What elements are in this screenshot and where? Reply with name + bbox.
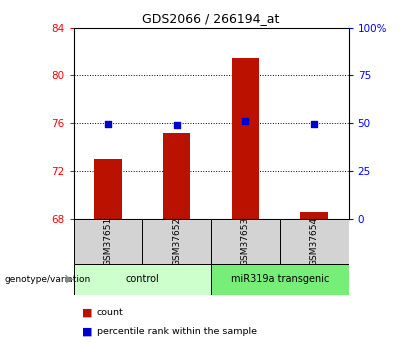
Bar xyxy=(211,219,280,264)
Point xyxy=(242,119,249,124)
Bar xyxy=(232,58,259,219)
Bar xyxy=(163,133,190,219)
Bar xyxy=(300,212,328,219)
Text: GSM37653: GSM37653 xyxy=(241,217,250,266)
Text: genotype/variation: genotype/variation xyxy=(4,275,90,284)
Point xyxy=(105,121,111,127)
Bar xyxy=(280,219,349,264)
Text: control: control xyxy=(126,275,159,284)
Bar xyxy=(211,264,349,295)
Text: GSM37652: GSM37652 xyxy=(172,217,181,266)
Bar xyxy=(74,264,211,295)
Text: count: count xyxy=(97,308,123,317)
Point xyxy=(311,121,318,127)
Bar xyxy=(74,219,142,264)
Text: percentile rank within the sample: percentile rank within the sample xyxy=(97,327,257,336)
Text: ■: ■ xyxy=(82,326,92,336)
Text: GSM37651: GSM37651 xyxy=(103,217,113,266)
Bar xyxy=(142,219,211,264)
Text: ▶: ▶ xyxy=(66,274,74,284)
Title: GDS2066 / 266194_at: GDS2066 / 266194_at xyxy=(142,12,280,25)
Point xyxy=(173,122,180,128)
Text: ■: ■ xyxy=(82,307,92,317)
Text: miR319a transgenic: miR319a transgenic xyxy=(231,275,329,284)
Text: GSM37654: GSM37654 xyxy=(310,217,319,266)
Bar xyxy=(94,159,122,219)
